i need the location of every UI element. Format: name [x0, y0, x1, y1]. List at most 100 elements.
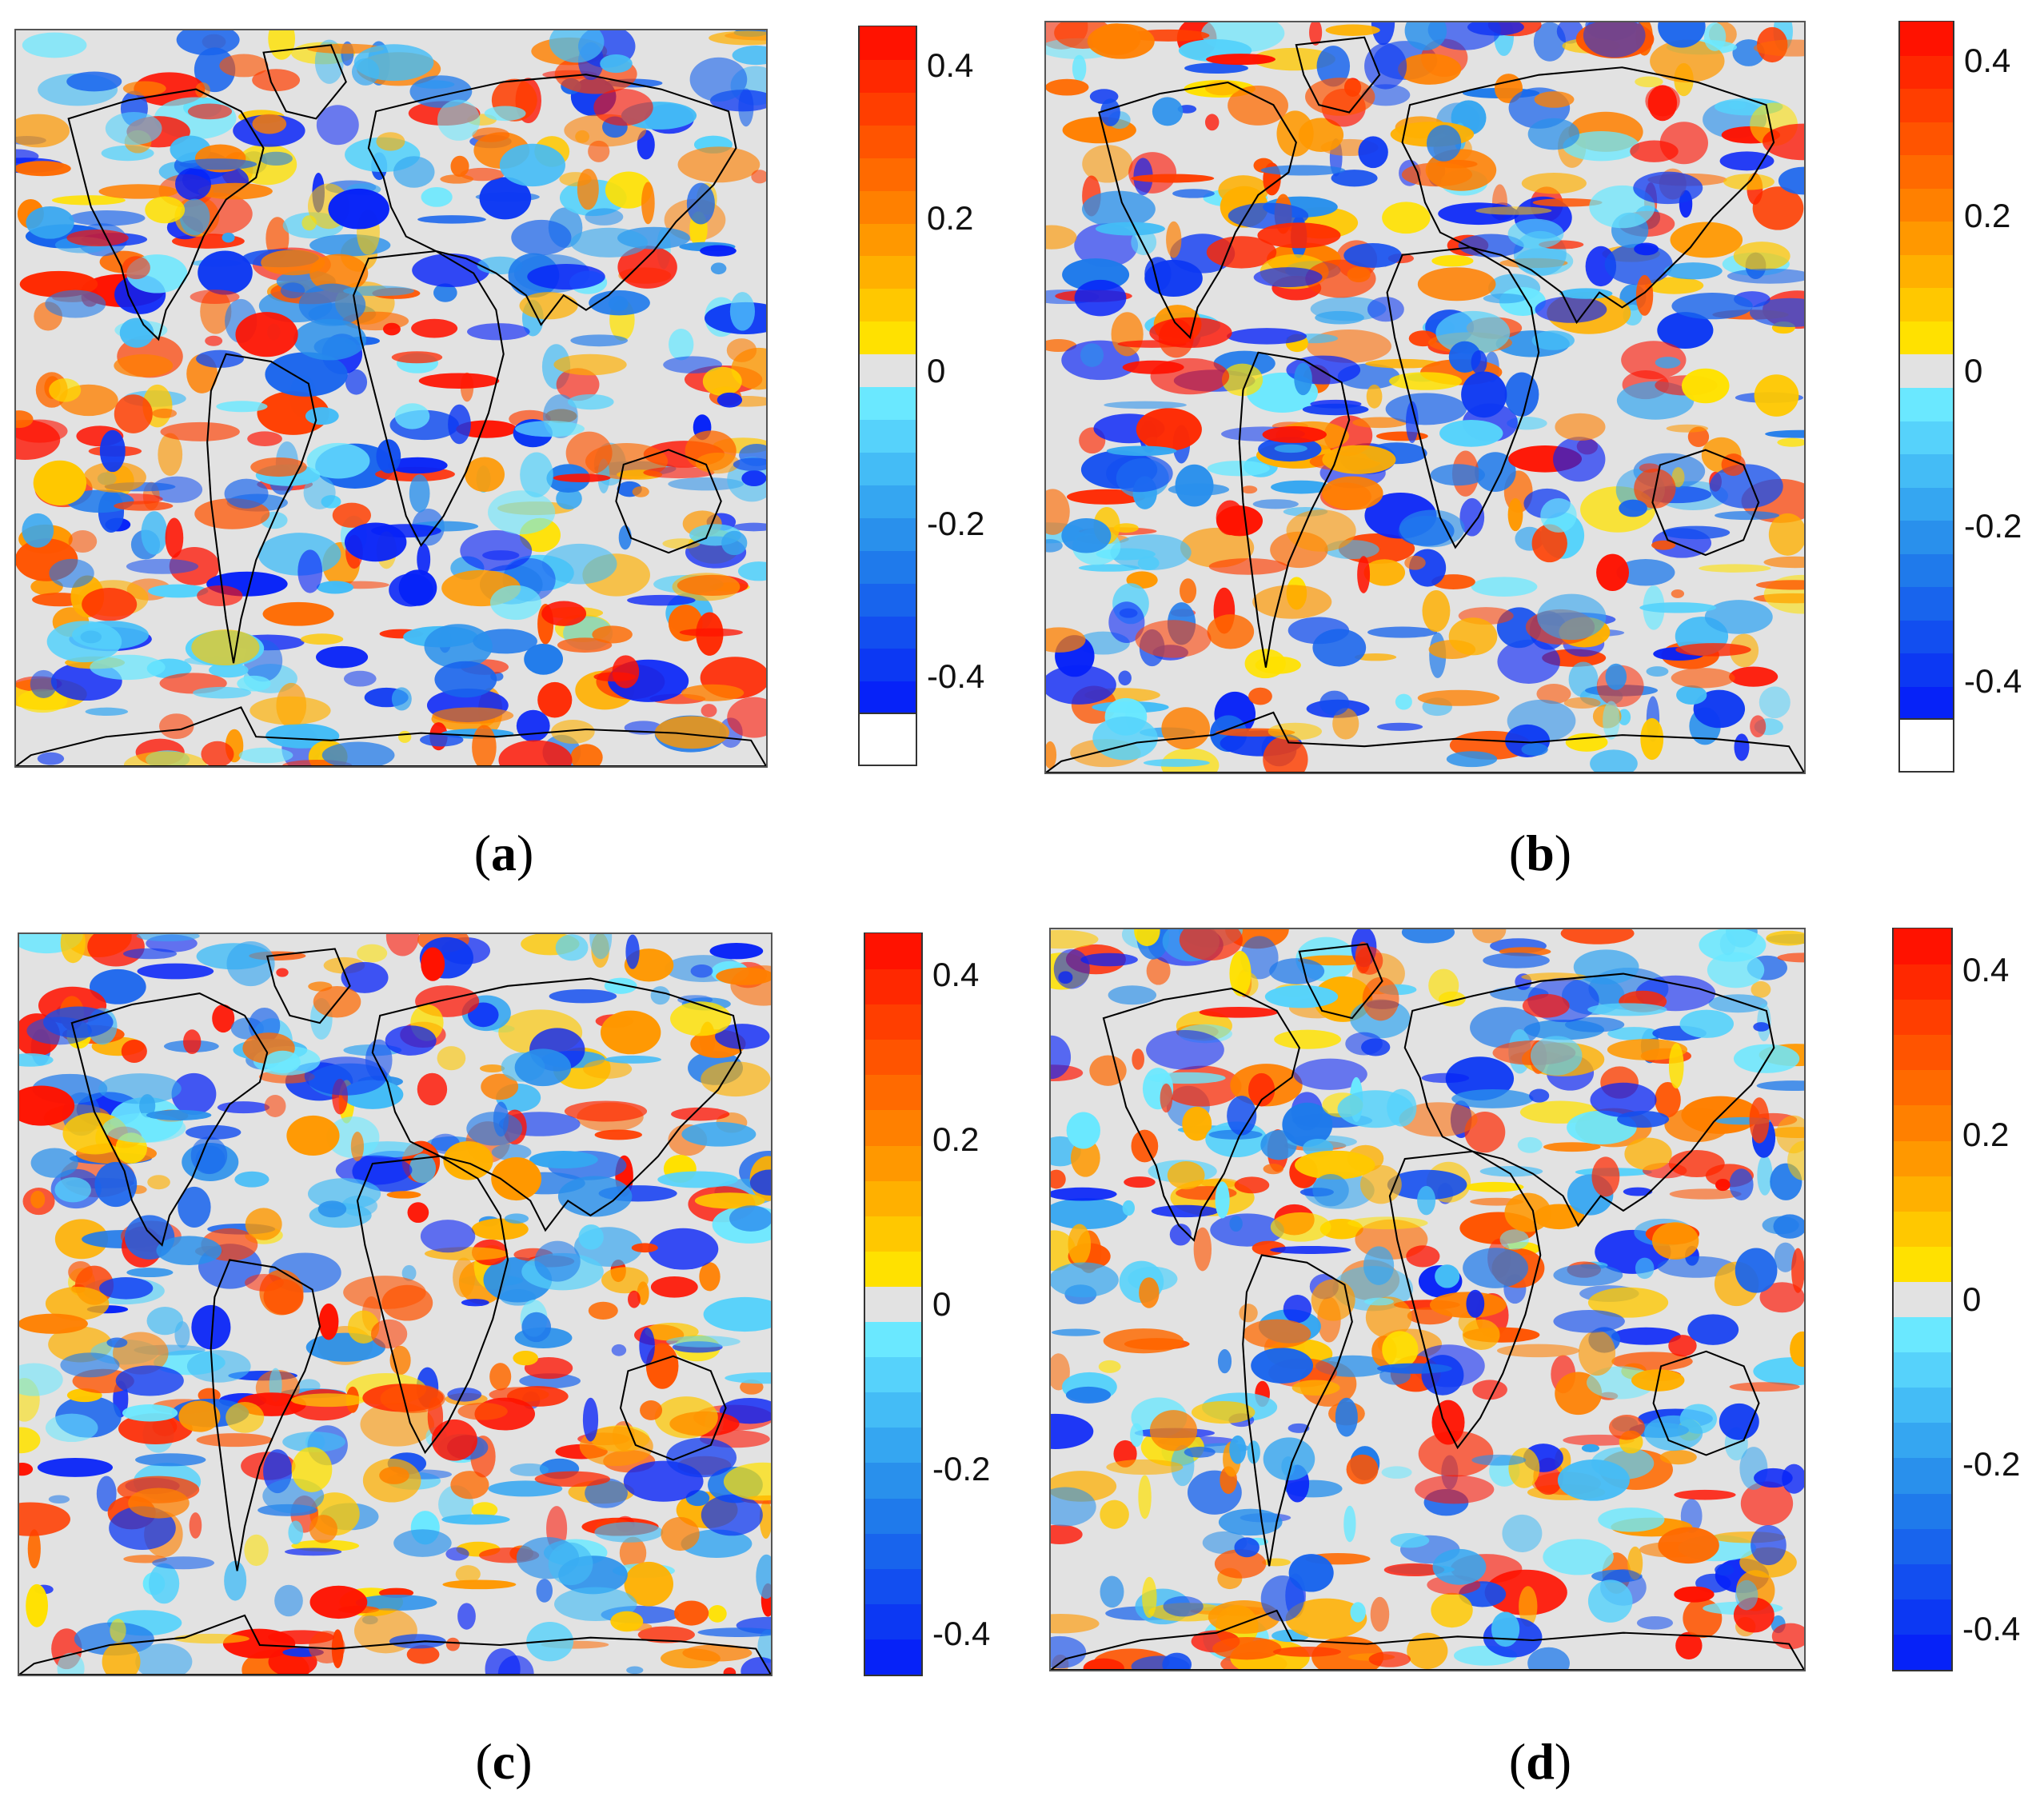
- anomaly-patch: [1051, 929, 1099, 949]
- anomaly-patch: [1540, 497, 1577, 533]
- anomaly-patch: [447, 1387, 482, 1402]
- anomaly-patch: [343, 1276, 426, 1309]
- anomaly-patch: [541, 601, 587, 626]
- anomaly-patch: [1646, 666, 1669, 677]
- anomaly-patch: [1149, 1410, 1198, 1452]
- anomaly-patch: [682, 1644, 753, 1662]
- anomaly-patch: [488, 1480, 563, 1497]
- colorbar-band: [865, 933, 921, 970]
- anomaly-field: [1046, 22, 1804, 773]
- anomaly-patch: [432, 707, 514, 725]
- anomaly-patch: [556, 487, 582, 510]
- anomaly-patch: [1532, 198, 1603, 207]
- anomaly-patch: [612, 655, 640, 689]
- anomaly-patch: [751, 170, 766, 184]
- anomaly-patch: [424, 624, 493, 669]
- anomaly-patch: [1404, 555, 1426, 570]
- colorbar-band: [865, 1004, 921, 1040]
- anomaly-patch: [556, 368, 600, 401]
- anomaly-patch: [122, 256, 150, 280]
- colorbar-band: [865, 1568, 921, 1604]
- anomaly-patch: [1151, 1204, 1219, 1218]
- anomaly-patch: [19, 1053, 54, 1067]
- anomaly-patch: [582, 1397, 599, 1442]
- anomaly-patch: [1046, 489, 1070, 535]
- anomaly-patch: [1110, 534, 1192, 570]
- anomaly-patch: [733, 522, 766, 532]
- anomaly-patch: [1693, 689, 1746, 729]
- anomaly-patch: [190, 290, 240, 305]
- anomaly-patch: [461, 1299, 489, 1307]
- anomaly-patch: [604, 977, 637, 994]
- anomaly-patch: [1496, 1344, 1580, 1358]
- anomaly-patch: [490, 585, 541, 621]
- anomaly-patch: [1504, 372, 1539, 417]
- colorbar-band: [1894, 964, 1951, 1000]
- anomaly-patch: [670, 1001, 732, 1036]
- anomaly-patch: [1363, 1246, 1395, 1285]
- colorbar-band: [865, 1497, 921, 1534]
- anomaly-patch: [1389, 372, 1463, 390]
- anomaly-patch: [1216, 505, 1264, 537]
- anomaly-patch: [509, 1463, 549, 1476]
- anomaly-patch: [341, 961, 389, 993]
- anomaly-patch: [733, 457, 766, 471]
- anomaly-patch: [1536, 684, 1571, 705]
- anomaly-patch: [297, 549, 323, 593]
- anomaly-patch: [1218, 175, 1269, 206]
- anomaly-patch: [1229, 1435, 1247, 1464]
- anomaly-patch: [22, 32, 87, 58]
- anomaly-patch: [19, 1313, 88, 1334]
- anomaly-patch: [152, 408, 178, 418]
- anomaly-patch: [1208, 558, 1288, 575]
- colorbar-band: [1900, 553, 1953, 588]
- anomaly-patch: [335, 1155, 413, 1185]
- anomaly-patch: [1475, 206, 1552, 215]
- anomaly-patch: [1180, 527, 1255, 568]
- anomaly-patch: [1387, 1088, 1417, 1127]
- anomaly-patch: [1172, 189, 1215, 198]
- anomaly-patch: [534, 1471, 611, 1488]
- anomaly-patch: [1312, 629, 1367, 667]
- anomaly-patch: [1248, 687, 1272, 705]
- anomaly-patch: [17, 689, 68, 713]
- anomaly-patch: [669, 328, 694, 361]
- anomaly-patch: [443, 1141, 493, 1180]
- anomaly-patch: [681, 684, 745, 701]
- anomaly-patch: [488, 490, 556, 535]
- colorbar-band: [860, 255, 916, 290]
- coastline: [210, 1259, 321, 1571]
- anomaly-patch: [393, 1529, 452, 1557]
- anomaly-patch: [171, 1072, 217, 1116]
- anomaly-patch: [1311, 1636, 1384, 1670]
- anomaly-patch: [234, 1171, 269, 1188]
- anomaly-patch: [445, 1547, 469, 1561]
- anomaly-patch: [114, 353, 174, 377]
- anomaly-patch: [594, 1129, 642, 1140]
- colorbar-band: [865, 1462, 921, 1499]
- anomaly-patch: [1253, 267, 1323, 288]
- anomaly-patch: [1366, 384, 1383, 409]
- anomaly-patch: [466, 1112, 523, 1146]
- colorbar-band: [860, 681, 916, 715]
- anomaly-patch: [149, 1563, 180, 1604]
- anomaly-patch: [1471, 349, 1487, 375]
- anomaly-patch: [1169, 1224, 1192, 1246]
- anomaly-patch: [1671, 467, 1685, 488]
- anomaly-patch: [250, 457, 307, 477]
- anomaly-patch: [1228, 85, 1288, 126]
- anomaly-patch: [1590, 1082, 1657, 1117]
- anomaly-patch: [1573, 949, 1639, 984]
- anomaly-patch: [610, 1611, 644, 1632]
- anomaly-patch: [441, 1514, 510, 1525]
- anomaly-patch: [262, 601, 334, 626]
- anomaly-patch: [147, 1175, 170, 1190]
- anomaly-patch: [121, 1040, 147, 1063]
- anomaly-patch: [417, 215, 486, 224]
- colorbar-band: [865, 1286, 921, 1323]
- anomaly-patch: [1251, 1348, 1314, 1384]
- coastline: [16, 706, 766, 766]
- colorbar-band: [860, 288, 916, 322]
- anomaly-patch: [189, 1512, 202, 1539]
- anomaly-patch: [1668, 1043, 1684, 1089]
